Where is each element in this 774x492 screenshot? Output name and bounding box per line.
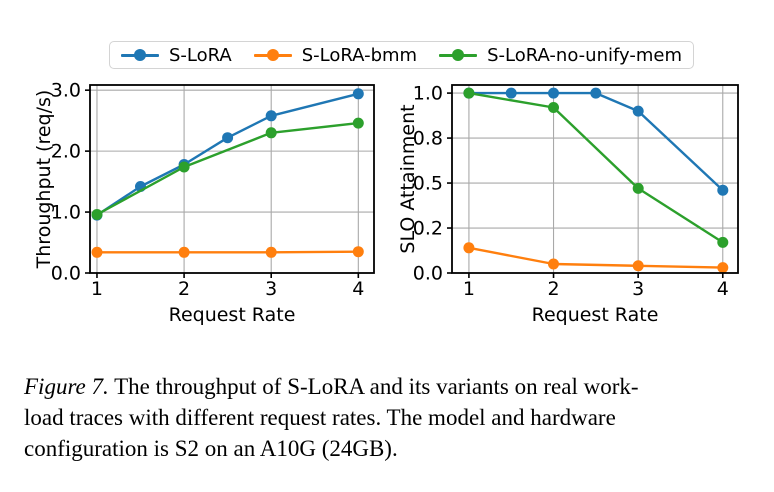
series-line-S-LoRA-bmm: [97, 250, 359, 254]
x-tick-label: 1: [463, 278, 475, 300]
x-tick-label: 2: [547, 278, 559, 300]
series-marker-S-LoRA-no-unify-mem: [463, 87, 475, 99]
series-marker-S-LoRA: [632, 105, 644, 117]
series-marker-S-LoRA: [590, 87, 602, 99]
series-marker-S-LoRA-no-unify-mem: [548, 102, 559, 113]
series-marker-S-LoRA: [222, 132, 234, 144]
chart-legend: S-LoRA S-LoRA-bmm S-LoRA-no-unify-mem: [109, 41, 694, 69]
series-marker-S-LoRA: [265, 110, 277, 122]
series-line-S-LoRA-no-unify-mem: [96, 121, 359, 216]
y-tick-label: 3.0: [51, 80, 81, 102]
x-axis-label: Request Rate: [532, 304, 659, 326]
x-tick-label: 4: [717, 278, 729, 300]
x-tick-label: 1: [91, 278, 103, 300]
y-axis-label: SLO Attainment: [397, 104, 419, 253]
plot-border: [451, 84, 739, 274]
series-marker-S-LoRA-no-unify-mem: [178, 161, 190, 173]
slo-attainment-chart: 1 2 3 4 0.0 0.2 0.5 0.8 1.0 Request Rate SLO Attai…: [397, 83, 739, 326]
legend-label: S-LoRA-no-unify-mem: [487, 44, 682, 66]
series-marker-S-LoRA: [505, 87, 517, 99]
x-tick-label: 4: [352, 278, 364, 300]
series-marker-S-LoRA-bmm: [352, 246, 364, 258]
series-marker-S-LoRA-bmm: [463, 242, 475, 254]
line-marker-swatch-icon: [253, 48, 292, 62]
series-marker-S-LoRA: [352, 88, 364, 100]
caption-figure-label: Figure 7.: [24, 374, 109, 399]
series-marker-S-LoRA: [548, 87, 559, 99]
caption-line-1: Figure 7. The throughput of S-LoRA and i…: [24, 371, 760, 402]
y-tick-label: 0.0: [413, 263, 443, 285]
series-marker-S-LoRA-bmm: [632, 260, 644, 272]
series-marker-S-LoRA-no-unify-mem: [352, 117, 364, 129]
caption-line-3: configuration is S2 on an A10G (24GB).: [24, 436, 398, 461]
series-line-S-LoRA: [96, 92, 359, 217]
series-marker-S-LoRA: [717, 184, 729, 196]
line-marker-swatch-icon: [121, 48, 159, 62]
series-line-S-LoRA-no-unify-mem: [468, 91, 724, 244]
series-marker-S-LoRA-bmm: [717, 262, 729, 274]
throughput-chart: 1 2 3 4 0.0 1.0 2.0 3.0 Request Rate Throughput (…: [33, 80, 375, 326]
series-marker-S-LoRA-bmm: [178, 246, 190, 258]
caption-text: The throughput of S-LoRA and its variant…: [114, 374, 639, 399]
line-marker-swatch-icon: [439, 48, 478, 62]
series-marker-S-LoRA-bmm: [548, 258, 559, 270]
series-marker-S-LoRA-no-unify-mem: [265, 127, 277, 139]
y-tick-label: 0.5: [413, 173, 443, 195]
legend-label: S-LoRA: [169, 44, 232, 66]
x-axis-label: Request Rate: [169, 304, 296, 326]
series-line-S-LoRA: [468, 91, 724, 192]
legend-item-s-lora: S-LoRA: [121, 45, 232, 66]
y-tick-label: 1.0: [51, 202, 81, 224]
y-tick-label: 0.2: [413, 218, 443, 240]
series-marker-S-LoRA-no-unify-mem: [717, 236, 729, 248]
y-tick-label: 0.8: [413, 128, 443, 150]
figure-caption: Figure 7. The throughput of S-LoRA and i…: [24, 371, 760, 464]
plot-border: [89, 84, 375, 274]
x-tick-label: 3: [265, 278, 277, 300]
series-marker-S-LoRA-no-unify-mem: [632, 182, 644, 194]
y-tick-label: 1.0: [413, 83, 443, 105]
x-tick-label: 3: [632, 278, 644, 300]
legend-item-s-lora-no-unify-mem: S-LoRA-no-unify-mem: [439, 45, 682, 66]
series-marker-S-LoRA-bmm: [91, 246, 103, 258]
y-axis-label: Throughput (req/s): [33, 90, 55, 270]
legend-item-s-lora-bmm: S-LoRA-bmm: [253, 44, 418, 66]
legend-label: S-LoRA-bmm: [301, 44, 418, 66]
x-tick-label: 2: [178, 278, 190, 300]
series-marker-S-LoRA-bmm: [265, 246, 277, 258]
y-tick-label: 2.0: [51, 141, 81, 163]
caption-line-2: load traces with different request rates…: [24, 405, 616, 430]
y-tick-label: 0.0: [51, 263, 81, 285]
series-marker-S-LoRA-no-unify-mem: [91, 209, 103, 220]
series-line-S-LoRA-bmm: [468, 246, 723, 269]
